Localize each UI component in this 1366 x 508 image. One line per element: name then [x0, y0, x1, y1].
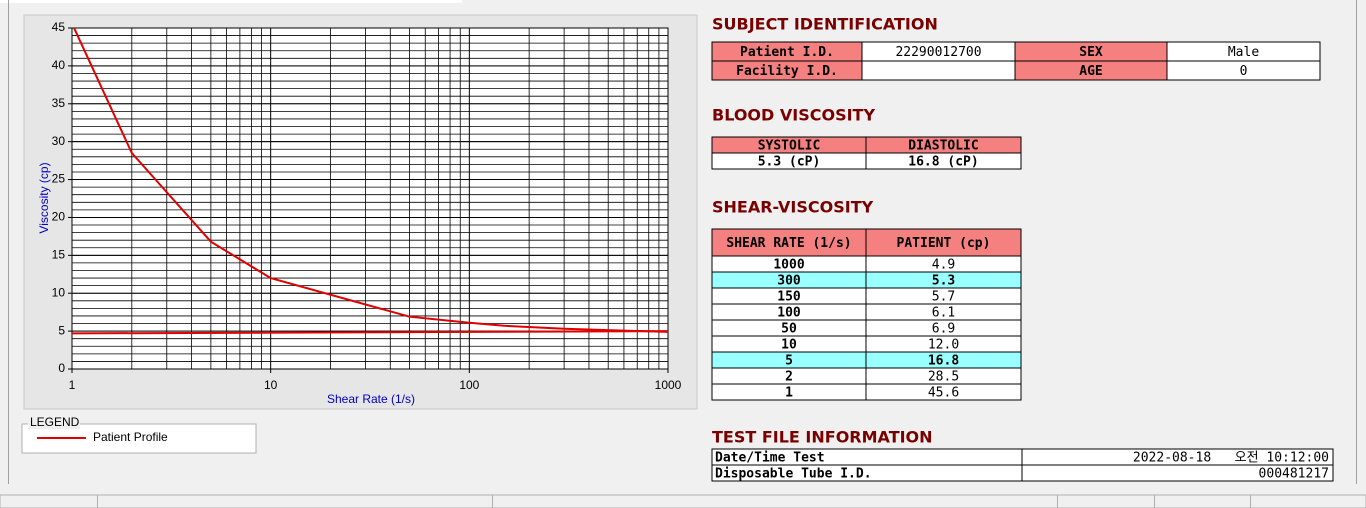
y-axis-label: Viscosity (cp)	[37, 162, 51, 233]
cell-text: 100	[777, 306, 801, 321]
cell-text: 12.0	[928, 338, 959, 353]
cell-text: Patient I.D.	[740, 45, 834, 60]
y-tick-label: 10	[52, 285, 66, 299]
cell-text: 28.5	[928, 370, 959, 385]
x-tick-label: 1000	[655, 378, 682, 392]
y-tick-label: 45	[52, 20, 66, 34]
cell-text: SHEAR RATE (1/s)	[726, 236, 851, 251]
cell-text: Date/Time Test	[715, 451, 825, 466]
cell-text: 1	[785, 386, 793, 401]
cell-text: 22290012700	[895, 45, 981, 60]
top-bar	[0, 0, 462, 3]
cell-text: AGE	[1079, 64, 1102, 79]
cell-text: 50	[781, 322, 797, 337]
legend-label: Patient Profile	[93, 430, 168, 444]
section-title: BLOOD VISCOSITY	[712, 106, 875, 125]
cell-text: 5.7	[932, 290, 955, 305]
table-cell	[1166, 60, 1321, 81]
legend-title-bg	[28, 417, 80, 429]
status-bar	[0, 494, 1366, 508]
series-line	[72, 28, 668, 333]
section-title: TEST FILE INFORMATION	[712, 428, 933, 447]
plot-area	[72, 28, 668, 369]
x-tick-label: 10	[264, 378, 278, 392]
legend-title: LEGEND	[30, 415, 80, 429]
x-tick-label: 1	[69, 378, 76, 392]
table-cell	[865, 228, 1022, 257]
y-tick-label: 25	[52, 172, 66, 186]
x-axis-label: Shear Rate (1/s)	[327, 392, 415, 406]
cell-text: 6.1	[932, 306, 955, 321]
series-line	[72, 330, 668, 335]
cell-text: 000481217	[1259, 467, 1329, 482]
y-tick-label: 5	[58, 323, 65, 337]
cell-text: 5	[785, 354, 793, 369]
section-title: SUBJECT IDENTIFICATION	[712, 15, 938, 34]
cell-text: 300	[777, 274, 801, 289]
y-tick-label: 30	[52, 134, 66, 148]
y-tick-label: 40	[52, 58, 66, 72]
cell-text: Disposable Tube I.D.	[715, 467, 872, 482]
table-cell	[865, 383, 1022, 401]
y-tick-label: 35	[52, 96, 66, 110]
cell-text: 5.3	[932, 274, 955, 289]
table-cell	[865, 152, 1022, 170]
cell-text: Facility I.D.	[736, 64, 838, 79]
cell-text: 1000	[773, 258, 804, 273]
cell-text: 10	[781, 338, 797, 353]
cell-text: DIASTOLIC	[908, 139, 978, 154]
cell-text: 16.8 (cP)	[908, 155, 978, 170]
table-cell	[861, 60, 1016, 81]
cell-text: 0	[1240, 64, 1248, 79]
cell-text: 2	[785, 370, 793, 385]
plot-border	[71, 27, 669, 370]
cell-text: 16.8	[928, 354, 959, 369]
cell-text: Male	[1228, 45, 1259, 60]
cell-text: 150	[777, 290, 801, 305]
cell-text: 5.3 (cP)	[758, 155, 821, 170]
cell-text: PATIENT (cp)	[897, 236, 991, 251]
y-tick-label: 20	[52, 210, 66, 224]
table-cell	[1021, 464, 1334, 482]
cell-text: 45.6	[928, 386, 959, 401]
cell-text: SEX	[1079, 45, 1103, 60]
y-tick-label: 0	[58, 361, 65, 375]
section-title: SHEAR-VISCOSITY	[712, 198, 874, 217]
x-tick-label: 100	[459, 378, 479, 392]
cell-text: SYSTOLIC	[758, 139, 821, 154]
cell-text: 2022-08-18 오전 10:12:00	[1133, 451, 1329, 466]
cell-text: 4.9	[932, 258, 955, 273]
y-tick-label: 15	[52, 248, 66, 262]
cell-text: 6.9	[932, 322, 955, 337]
